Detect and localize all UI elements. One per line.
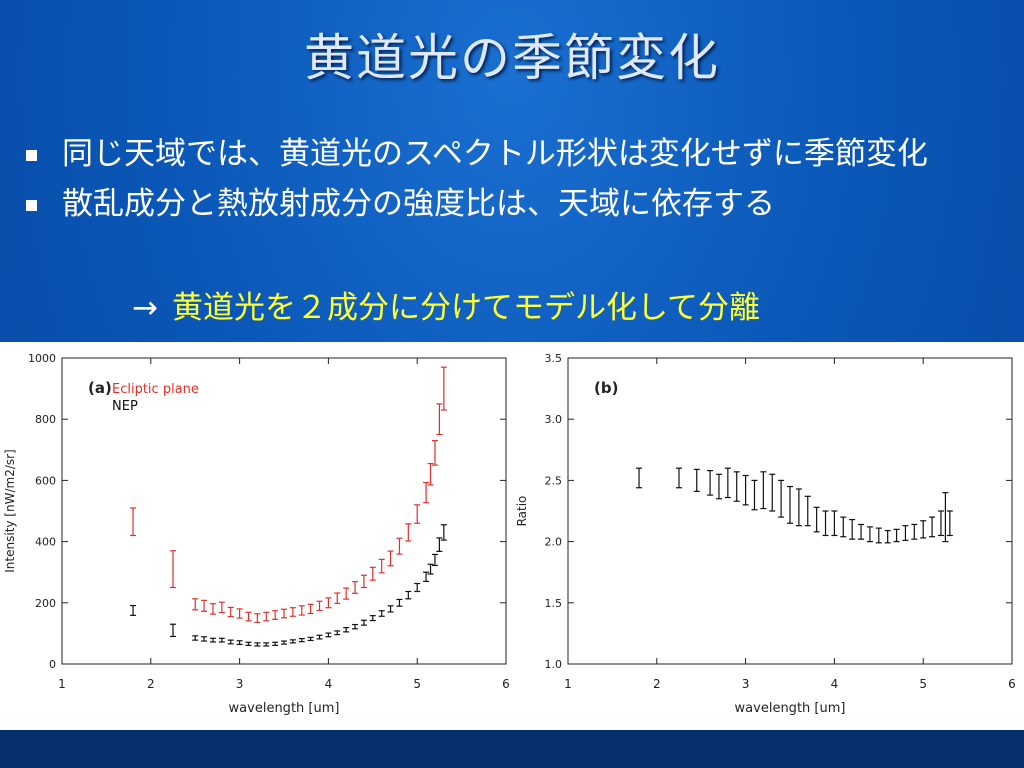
figure-panel: 1 2 3 4 5 6 0 200 400 600 800 1000 wavelength [um] In… [0,342,1024,730]
y-tick-label: 1000 [28,352,56,365]
y-axis-label: Intensity [nW/m2/sr] [3,449,17,572]
y-tick-label: 600 [35,474,56,487]
slide-title: 黄道光の季節変化 [304,29,720,87]
x-axis-label: wavelength [um] [229,701,340,716]
y-tick-label: 1.5 [545,597,563,610]
chart-a-intensity: 1 2 3 4 5 6 0 200 400 600 800 1000 wavelength [um] In… [3,352,510,716]
y-tick-label: 800 [35,413,56,426]
bullet-square-icon [26,200,37,211]
x-tick-label: 6 [502,677,510,691]
y-tick-label: 3.0 [545,413,563,426]
y-tick-label: 200 [35,597,56,610]
y-tick-label: 2.5 [545,474,563,487]
legend-entry: Ecliptic plane [112,382,199,397]
legend-entry: NEP [112,399,138,414]
x-axis-label: wavelength [um] [735,701,846,716]
y-tick-label: 2.0 [545,536,563,549]
x-tick-label: 1 [564,677,572,691]
panel-label: (b) [594,379,618,397]
x-tick-label: 5 [413,677,421,691]
bullet-square-icon [26,150,37,161]
plot-frame [567,357,1013,665]
panel-label: (a) [88,379,112,397]
y-tick-label: 400 [35,536,56,549]
x-tick-label: 4 [325,677,333,691]
x-tick-label: 6 [1008,677,1016,691]
x-tick-label: 2 [653,677,661,691]
y-axis-label: Ratio [515,496,529,527]
bullet-item-2: 散乱成分と熱放射成分の強度比は、天域に依存する [22,185,1012,223]
x-tick-label: 1 [58,677,66,691]
x-tick-label: 5 [919,677,927,691]
bullet-item-1: 同じ天域では、黄道光のスペクトル形状は変化せずに季節変化 [22,135,1012,173]
y-tick-label: 3.5 [545,352,563,365]
bullet-text-1: 同じ天域では、黄道光のスペクトル形状は変化せずに季節変化 [62,136,928,172]
right-arrow-icon: → [132,290,158,326]
y-tick-label: 1.0 [545,658,563,671]
y-tick-label: 0 [49,658,56,671]
x-tick-label: 3 [742,677,750,691]
slide-footer-band [0,730,1024,768]
x-tick-label: 2 [147,677,155,691]
conclusion-line: → 黄道光を２成分に分けてモデル化して分離 [132,282,760,327]
bullet-text-2: 散乱成分と熱放射成分の強度比は、天域に依存する [62,186,775,222]
bullet-list: 同じ天域では、黄道光のスペクトル形状は変化せずに季節変化 散乱成分と熱放射成分の… [22,135,1012,223]
chart-b-ratio: 1 2 3 4 5 6 1.0 1.5 2.0 2.5 3.0 3.5 wavelength [um] R… [515,352,1016,716]
x-tick-label: 4 [831,677,839,691]
conclusion-text: 黄道光を２成分に分けてモデル化して分離 [171,290,761,326]
x-tick-label: 3 [236,677,244,691]
plot-frame [61,357,507,665]
